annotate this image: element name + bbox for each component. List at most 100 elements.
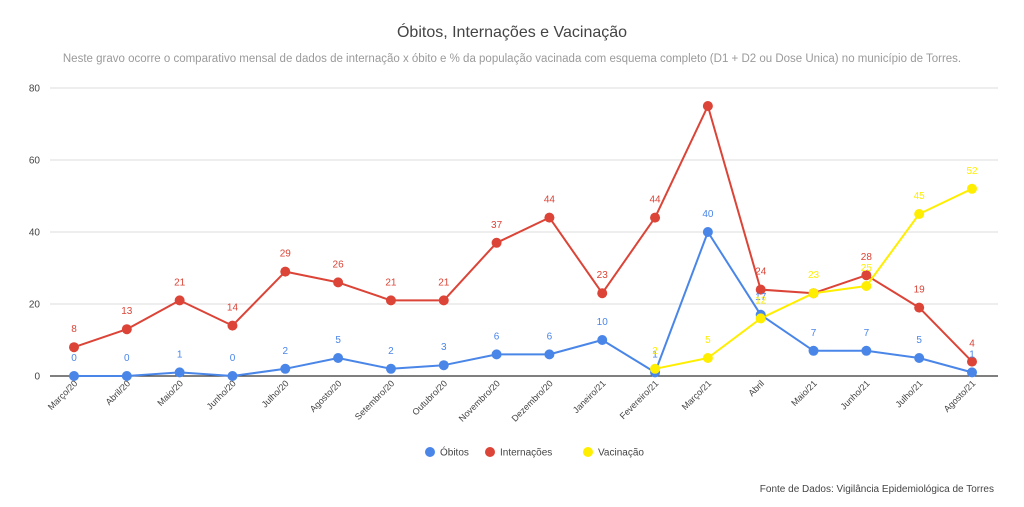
data-label-obitos: 1 — [969, 349, 975, 360]
x-tick-label: Março/20 — [46, 378, 80, 412]
data-point-vacinacao — [755, 313, 766, 324]
x-tick-label: Julho/21 — [893, 378, 924, 409]
x-tick-label: Agosto/21 — [942, 378, 978, 414]
data-label-obitos: 2 — [283, 346, 289, 357]
data-point-vacinacao — [967, 183, 977, 194]
x-tick-label: Julho/20 — [260, 378, 291, 409]
data-label-internacoes: 19 — [914, 285, 926, 296]
data-label-internacoes: 8 — [71, 324, 77, 335]
x-tick-label: Maio/21 — [789, 378, 819, 408]
data-point-vacinacao — [808, 288, 819, 299]
data-label-obitos: 10 — [597, 317, 609, 328]
x-tick-label: Setembro/20 — [353, 378, 397, 422]
data-label-obitos: 5 — [916, 335, 922, 346]
y-tick-label: 60 — [29, 156, 41, 167]
data-point-obitos — [491, 349, 502, 360]
data-label-obitos: 17 — [755, 292, 767, 303]
series-lines — [73, 105, 973, 377]
source-note: Fonte de Dados: Vigilância Epidemiológic… — [759, 484, 994, 495]
legend-label-vacinacao: Vacinação — [598, 448, 644, 459]
x-tick-label: Abril — [746, 378, 766, 398]
data-point-internacoes — [121, 324, 132, 335]
data-point-obitos — [914, 353, 925, 363]
data-label-obitos: 0 — [230, 353, 236, 364]
data-point-obitos — [438, 360, 449, 371]
x-tick-label: Outubro/20 — [410, 378, 449, 417]
data-point-obitos — [385, 363, 396, 374]
data-label-obitos: 1 — [652, 349, 658, 360]
data-point-internacoes — [174, 295, 185, 306]
x-tick-label: Janeiro/21 — [571, 378, 608, 415]
data-label-obitos: 7 — [864, 328, 870, 339]
data-point-obitos — [808, 345, 819, 356]
data-label-vacinacao: 2 — [652, 346, 658, 357]
data-label-internacoes: 21 — [438, 277, 450, 288]
x-tick-label: Fevereiro/21 — [618, 378, 661, 421]
data-point-obitos — [69, 371, 79, 381]
legend-marker-obitos — [425, 447, 435, 457]
data-label-obitos: 7 — [811, 328, 817, 339]
data-point-obitos — [544, 349, 555, 360]
data-point-obitos — [280, 363, 291, 374]
data-label-vacinacao: 25 — [861, 263, 873, 274]
data-point-obitos — [702, 227, 713, 237]
data-label-internacoes: 44 — [544, 195, 556, 206]
data-point-vacinacao — [702, 353, 713, 363]
x-tick-label: Junho/20 — [205, 378, 238, 411]
data-point-obitos — [861, 345, 872, 356]
legend-marker-vacinacao — [583, 447, 593, 457]
y-tick-label: 0 — [34, 372, 40, 383]
data-point-obitos — [174, 367, 185, 378]
data-point-internacoes — [280, 266, 291, 277]
y-tick-label: 20 — [29, 300, 41, 311]
data-label-internacoes: 21 — [385, 277, 397, 288]
data-label-internacoes: 37 — [491, 220, 503, 231]
data-label-obitos: 0 — [71, 353, 77, 364]
data-point-internacoes — [755, 284, 766, 295]
x-tick-label: Agosto/20 — [308, 378, 344, 414]
data-label-internacoes: 4 — [969, 339, 975, 350]
data-point-internacoes — [914, 302, 925, 313]
data-label-obitos: 3 — [441, 342, 447, 353]
data-point-internacoes — [438, 295, 449, 306]
x-tick-label: Novembro/20 — [457, 378, 502, 423]
chart-title: Óbitos, Internações e Vacinação — [396, 24, 628, 41]
data-label-internacoes: 26 — [333, 259, 345, 270]
data-point-internacoes — [491, 237, 502, 248]
data-point-internacoes — [702, 101, 713, 111]
data-point-internacoes — [597, 288, 608, 299]
data-point-internacoes — [333, 277, 344, 288]
data-label-internacoes: 21 — [174, 277, 186, 288]
legend: Óbitos Internações Vacinação — [425, 446, 644, 459]
chart-subtitle: Neste gravo ocorre o comparativo mensal … — [62, 53, 962, 65]
data-point-internacoes — [227, 320, 238, 331]
data-point-obitos — [333, 353, 344, 363]
series-points — [69, 101, 977, 381]
x-tick-label: Dezembro/20 — [510, 378, 555, 423]
series-line-obitos — [74, 231, 973, 377]
data-label-obitos: 6 — [494, 331, 500, 342]
x-tick-label: Junho/21 — [839, 378, 872, 411]
data-label-obitos: 40 — [702, 209, 714, 220]
x-axis-ticks: Março/20 Abril/20 Maio/20 Junho/20 Julho/20 A… — [46, 378, 978, 423]
data-label-obitos: 6 — [547, 331, 553, 342]
data-label-obitos: 0 — [124, 353, 130, 364]
data-point-internacoes — [861, 270, 872, 281]
y-axis-ticks: 0 20 40 60 80 — [29, 84, 41, 383]
data-label-vacinacao: 45 — [914, 191, 926, 202]
data-point-internacoes — [650, 212, 661, 223]
data-label-vacinacao: 5 — [705, 335, 711, 346]
data-point-obitos — [967, 367, 977, 378]
data-point-obitos — [597, 335, 608, 345]
data-label-internacoes: 28 — [861, 252, 873, 263]
data-label-internacoes: 13 — [121, 306, 133, 317]
data-point-vacinacao — [650, 363, 661, 374]
data-point-internacoes — [544, 212, 555, 223]
data-label-obitos: 1 — [177, 349, 183, 360]
data-point-obitos — [227, 371, 238, 381]
data-label-internacoes: 23 — [597, 270, 609, 281]
y-tick-label: 80 — [29, 84, 41, 95]
data-point-internacoes — [69, 342, 79, 353]
data-label-internacoes: 14 — [227, 303, 239, 314]
